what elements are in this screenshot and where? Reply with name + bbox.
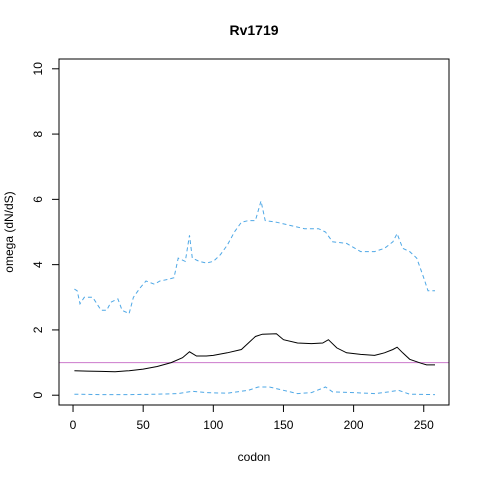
y-axis-label: omega (dN/dS) bbox=[2, 191, 16, 272]
x-axis-label: codon bbox=[238, 450, 271, 464]
x-tick-label: 100 bbox=[203, 418, 223, 432]
x-tick-label: 50 bbox=[136, 418, 150, 432]
upper-bound-line bbox=[74, 200, 435, 315]
omega-estimate-line bbox=[74, 333, 435, 373]
plot-area bbox=[59, 200, 449, 396]
y-tick-label: 8 bbox=[31, 130, 45, 137]
y-tick-label: 4 bbox=[31, 261, 45, 268]
x-tick-label: 200 bbox=[344, 418, 364, 432]
y-tick-label: 6 bbox=[31, 196, 45, 203]
x-tick-label: 250 bbox=[414, 418, 434, 432]
x-axis: 0 50 100 150 200 250 bbox=[70, 404, 434, 432]
x-tick-label: 150 bbox=[273, 418, 293, 432]
x-tick-label: 0 bbox=[70, 418, 77, 432]
y-tick-label: 0 bbox=[31, 392, 45, 399]
y-tick-label: 2 bbox=[31, 326, 45, 333]
y-tick-label: 10 bbox=[31, 62, 45, 76]
y-axis: 0 2 4 6 8 10 bbox=[31, 62, 60, 399]
chart-title: Rv1719 bbox=[229, 22, 278, 38]
lower-bound-line bbox=[74, 386, 436, 396]
